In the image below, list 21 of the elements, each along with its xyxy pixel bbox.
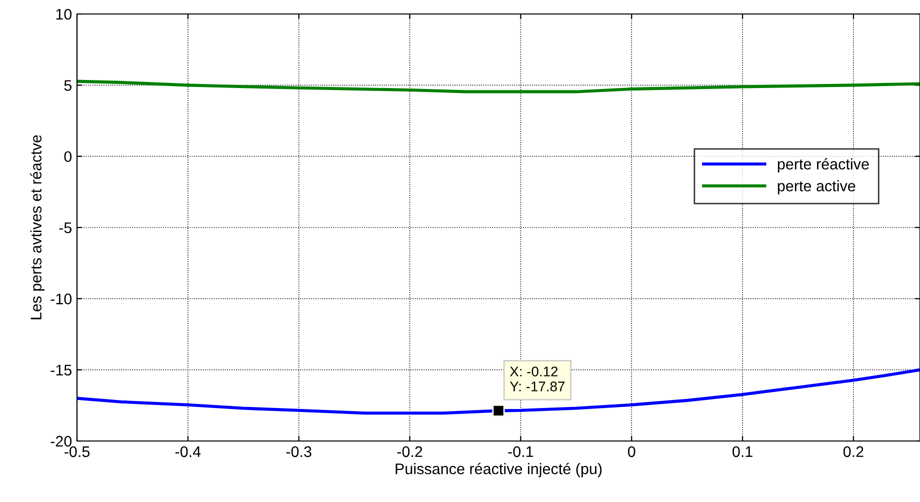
- y-tick-label: -15: [50, 364, 72, 376]
- y-tick-label: -10: [50, 294, 72, 304]
- annotation: X: -0.12 Y: -17.87: [510, 366, 565, 392]
- y-tick-label: 5: [64, 80, 72, 91]
- x-tick-label: -0.3: [286, 446, 312, 458]
- y-tick-label: 10: [56, 8, 72, 20]
- y-axis-title: Les perts avtives et réactve: [30, 135, 45, 320]
- x-tick-label: -0.4: [175, 446, 201, 458]
- y-tick-label: -5: [59, 222, 72, 234]
- x-tick-label: 0: [628, 446, 636, 458]
- line-series: [77, 80, 920, 94]
- legend-label: perte active: [778, 180, 856, 194]
- x-tick-label: -0.1: [508, 446, 534, 458]
- legend-label: perte réactive: [778, 158, 869, 173]
- x-tick-label: -0.2: [397, 446, 422, 458]
- y-tick-label: -20: [50, 436, 72, 447]
- x-tick-label: 0.2: [843, 446, 864, 458]
- x-axis-title: Puissance réactive injecté (pu): [396, 462, 602, 478]
- x-tick-label: -0.5: [64, 446, 90, 458]
- y-tick-label: 0: [64, 151, 72, 162]
- x-tick-label: 0.1: [732, 446, 752, 458]
